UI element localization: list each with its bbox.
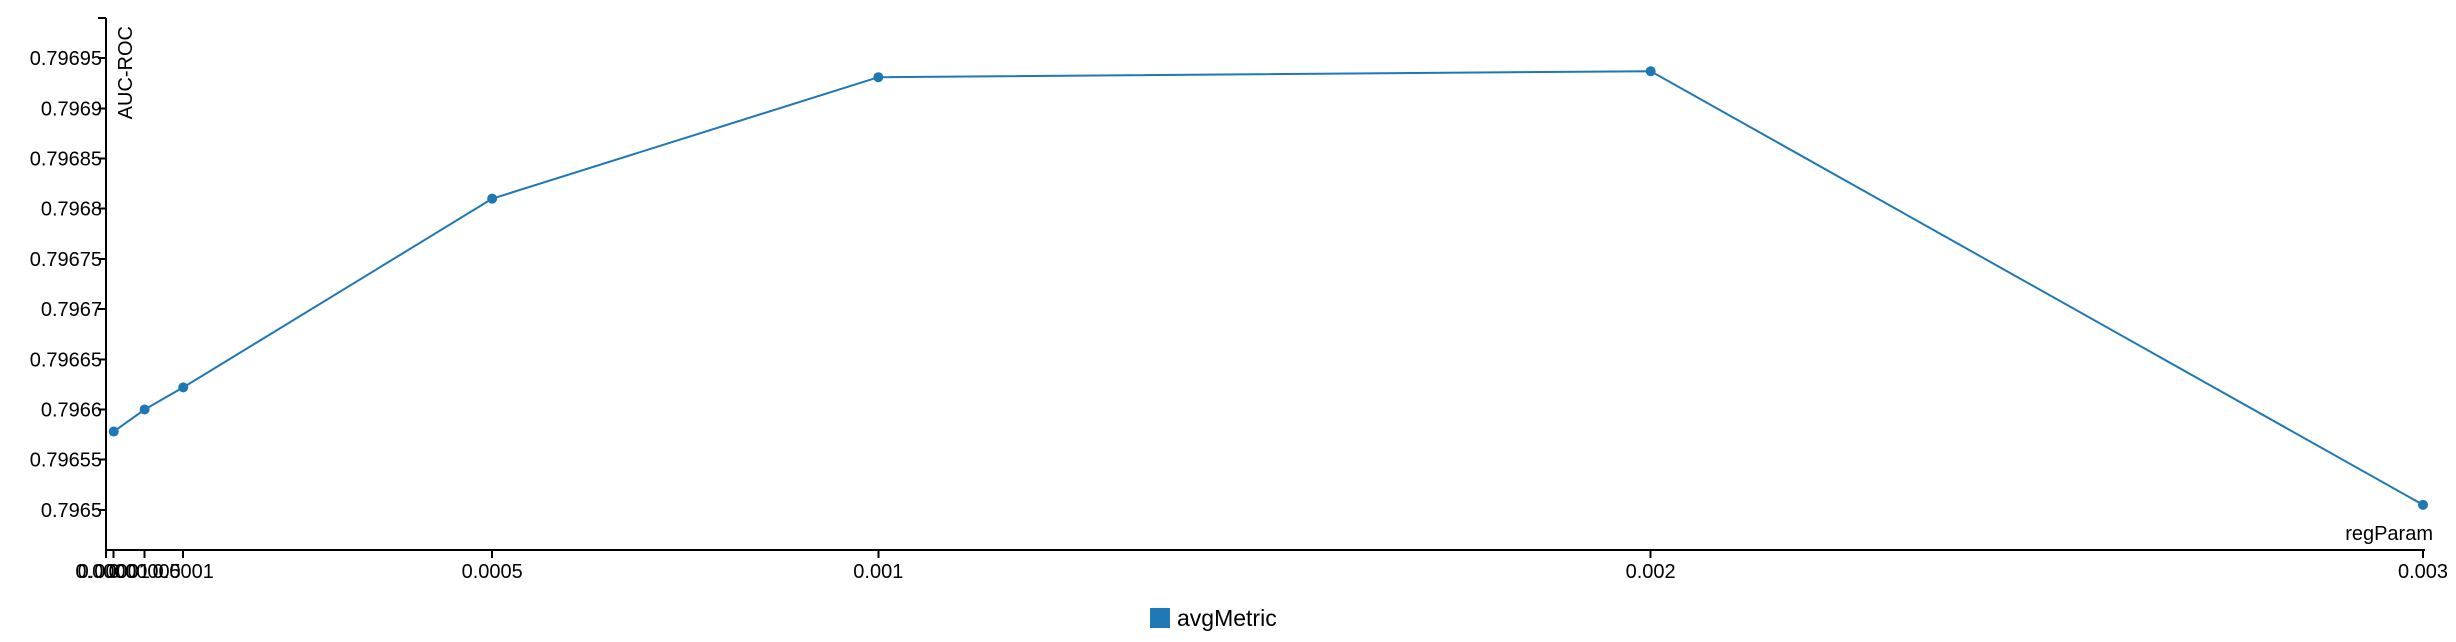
legend: avgMetric — [1150, 605, 1277, 631]
series-layer — [108, 66, 2428, 510]
y-tick-label: 0.79695 — [30, 48, 102, 70]
series-line-avgMetric — [113, 70, 2424, 506]
y-tick-label: 0.7969 — [41, 98, 102, 120]
data-point — [2418, 499, 2428, 510]
data-point — [108, 426, 119, 437]
y-axis-title: AUC-ROC — [115, 26, 137, 119]
x-tick-label: 0.00001 — [78, 561, 150, 583]
x-tick-label: 0.001 — [853, 561, 903, 583]
x-tick-label: 0.0000 — [75, 561, 136, 583]
y-tick-label: 0.79675 — [30, 249, 102, 271]
data-point — [139, 404, 150, 415]
y-axis: 0.7965 0.79655 0.7966 0.79665 0.7967 0.79675 0… — [30, 17, 107, 550]
y-tick-label: 0.79655 — [30, 450, 102, 472]
y-tick-label: 0.7967 — [41, 299, 102, 321]
x-tick-label: 0.0001 — [153, 561, 214, 583]
x-tick-label: 0.003 — [2398, 561, 2448, 583]
legend-swatch — [1150, 608, 1170, 628]
y-tick-label: 0.7965 — [41, 500, 102, 522]
legend-label: avgMetric — [1177, 605, 1277, 631]
y-tick-label: 0.7968 — [41, 199, 102, 221]
data-point — [178, 382, 189, 393]
y-tick-label: 0.79685 — [30, 149, 102, 171]
data-point — [1645, 66, 1656, 77]
data-point — [487, 193, 498, 204]
x-tick-label: 0.00005 — [108, 561, 180, 583]
y-tick-label: 0.79665 — [30, 349, 102, 371]
y-tick-label: 0.7966 — [41, 399, 102, 421]
data-point — [873, 72, 884, 83]
x-tick-label: 0.0005 — [462, 561, 523, 583]
x-tick-label: 0.002 — [1626, 561, 1676, 583]
x-axis-title: regParam — [2345, 523, 2433, 545]
